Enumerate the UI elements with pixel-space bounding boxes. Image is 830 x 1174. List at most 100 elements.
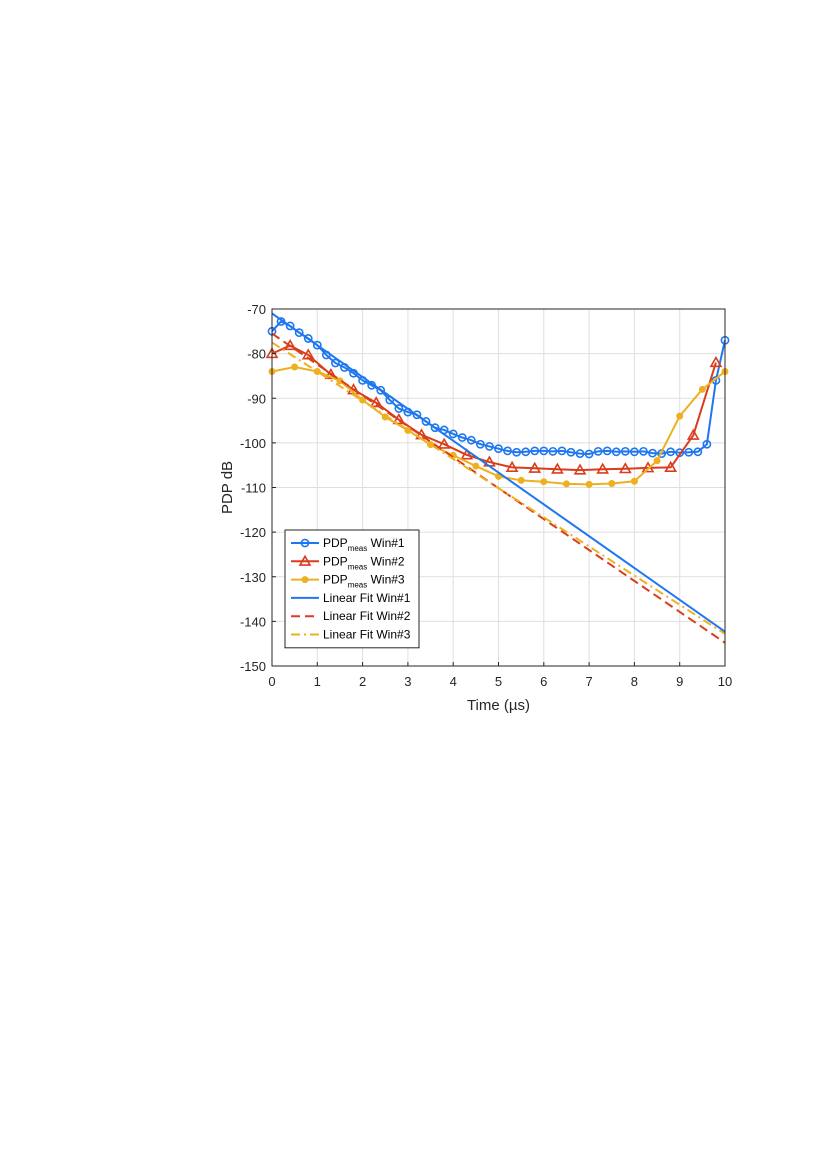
data-point bbox=[457, 433, 467, 442]
legend-label: PDPmeas Win#1 bbox=[323, 536, 405, 553]
legend-item: PDPmeas Win#1 bbox=[291, 536, 405, 553]
legend-label: Linear Fit Win#1 bbox=[323, 591, 411, 605]
legend-item: Linear Fit Win#2 bbox=[291, 609, 411, 623]
data-point bbox=[298, 554, 312, 566]
data-point bbox=[517, 476, 525, 484]
data-point bbox=[676, 412, 684, 420]
data-point bbox=[475, 439, 485, 449]
y-axis-label: PDP dB bbox=[219, 461, 236, 514]
data-point bbox=[430, 423, 440, 433]
data-point bbox=[596, 462, 610, 474]
data-point bbox=[653, 457, 661, 465]
data-point bbox=[608, 479, 616, 487]
data-point bbox=[611, 447, 621, 457]
legend-item: Linear Fit Win#1 bbox=[291, 591, 411, 605]
x-tick-label: 6 bbox=[540, 674, 547, 689]
data-point bbox=[709, 355, 723, 368]
x-axis: 0 1 2 3 4 5 6 7 8 9 10 bbox=[268, 662, 732, 689]
data-point bbox=[693, 447, 703, 457]
data-point bbox=[312, 340, 322, 350]
data-point bbox=[392, 413, 406, 425]
data-point bbox=[584, 449, 594, 459]
data-point bbox=[539, 446, 549, 456]
y-tick-label: -110 bbox=[241, 481, 266, 496]
y-tick-label: -120 bbox=[240, 525, 266, 540]
y-tick-label: -130 bbox=[240, 570, 266, 585]
series-4 bbox=[271, 312, 726, 633]
legend-label: PDPmeas Win#2 bbox=[323, 554, 405, 571]
data-point bbox=[639, 446, 648, 456]
x-tick-label: 1 bbox=[314, 674, 321, 689]
series-line bbox=[271, 312, 726, 633]
data-point bbox=[593, 446, 603, 456]
data-point bbox=[698, 385, 706, 393]
data-point bbox=[421, 417, 431, 426]
data-point bbox=[648, 448, 657, 458]
data-point bbox=[412, 410, 422, 420]
y-tick-label: -90 bbox=[247, 391, 266, 406]
data-point bbox=[702, 439, 712, 449]
data-point bbox=[618, 462, 632, 474]
y-tick-label: -150 bbox=[240, 659, 266, 674]
y-axis: -150 -140 -130 -120 -110 -100 -90 -80 -70 bbox=[240, 302, 276, 674]
x-tick-label: 7 bbox=[585, 674, 592, 689]
legend-box bbox=[284, 529, 420, 649]
data-point bbox=[466, 435, 476, 445]
x-tick-label: 8 bbox=[631, 674, 638, 689]
data-point bbox=[313, 367, 321, 375]
data-point bbox=[301, 576, 309, 584]
legend-item: PDPmeas Win#3 bbox=[291, 573, 405, 590]
y-tick-label: -70 bbox=[247, 302, 266, 317]
data-point bbox=[448, 429, 458, 439]
data-point bbox=[630, 477, 638, 485]
data-point bbox=[528, 461, 542, 473]
x-tick-label: 2 bbox=[359, 674, 366, 689]
legend-item: PDPmeas Win#2 bbox=[291, 554, 405, 571]
data-point bbox=[521, 447, 531, 457]
data-point bbox=[585, 480, 593, 488]
data-point bbox=[664, 460, 678, 472]
y-tick-label: -100 bbox=[240, 436, 266, 451]
data-point bbox=[324, 367, 338, 380]
legend-label: PDPmeas Win#3 bbox=[323, 573, 405, 590]
data-point bbox=[557, 446, 567, 456]
data-point bbox=[285, 321, 295, 331]
data-point bbox=[548, 446, 558, 456]
x-tick-label: 3 bbox=[404, 674, 411, 689]
data-point bbox=[369, 396, 383, 408]
data-point bbox=[460, 448, 474, 460]
x-tick-label: 5 bbox=[495, 674, 502, 689]
data-point bbox=[686, 428, 700, 440]
data-point bbox=[300, 538, 310, 548]
data-point bbox=[472, 462, 480, 470]
series-line bbox=[271, 341, 726, 635]
data-point bbox=[376, 385, 386, 395]
x-tick-label: 9 bbox=[676, 674, 683, 689]
y-tick-label: -140 bbox=[240, 614, 266, 629]
x-tick-label: 4 bbox=[450, 674, 457, 689]
data-point bbox=[575, 449, 585, 458]
data-point bbox=[494, 444, 503, 454]
series-6 bbox=[271, 341, 726, 635]
data-point bbox=[566, 447, 576, 457]
legend-item: Linear Fit Win#3 bbox=[291, 628, 411, 642]
data-point bbox=[573, 463, 587, 475]
legend-label: Linear Fit Win#3 bbox=[323, 628, 411, 642]
data-point bbox=[512, 447, 522, 457]
data-point bbox=[331, 358, 340, 368]
data-point bbox=[485, 442, 494, 451]
x-tick-label: 0 bbox=[268, 674, 275, 689]
data-point bbox=[540, 478, 548, 486]
data-point bbox=[291, 363, 299, 371]
data-point bbox=[530, 446, 540, 456]
x-axis-label: Time (µs) bbox=[467, 697, 530, 714]
data-point bbox=[437, 437, 451, 449]
data-point bbox=[666, 447, 676, 457]
data-point bbox=[303, 334, 313, 343]
legend-label: Linear Fit Win#2 bbox=[323, 609, 411, 623]
data-point bbox=[294, 328, 304, 338]
data-point bbox=[394, 404, 404, 413]
y-tick-label: -80 bbox=[247, 347, 266, 362]
